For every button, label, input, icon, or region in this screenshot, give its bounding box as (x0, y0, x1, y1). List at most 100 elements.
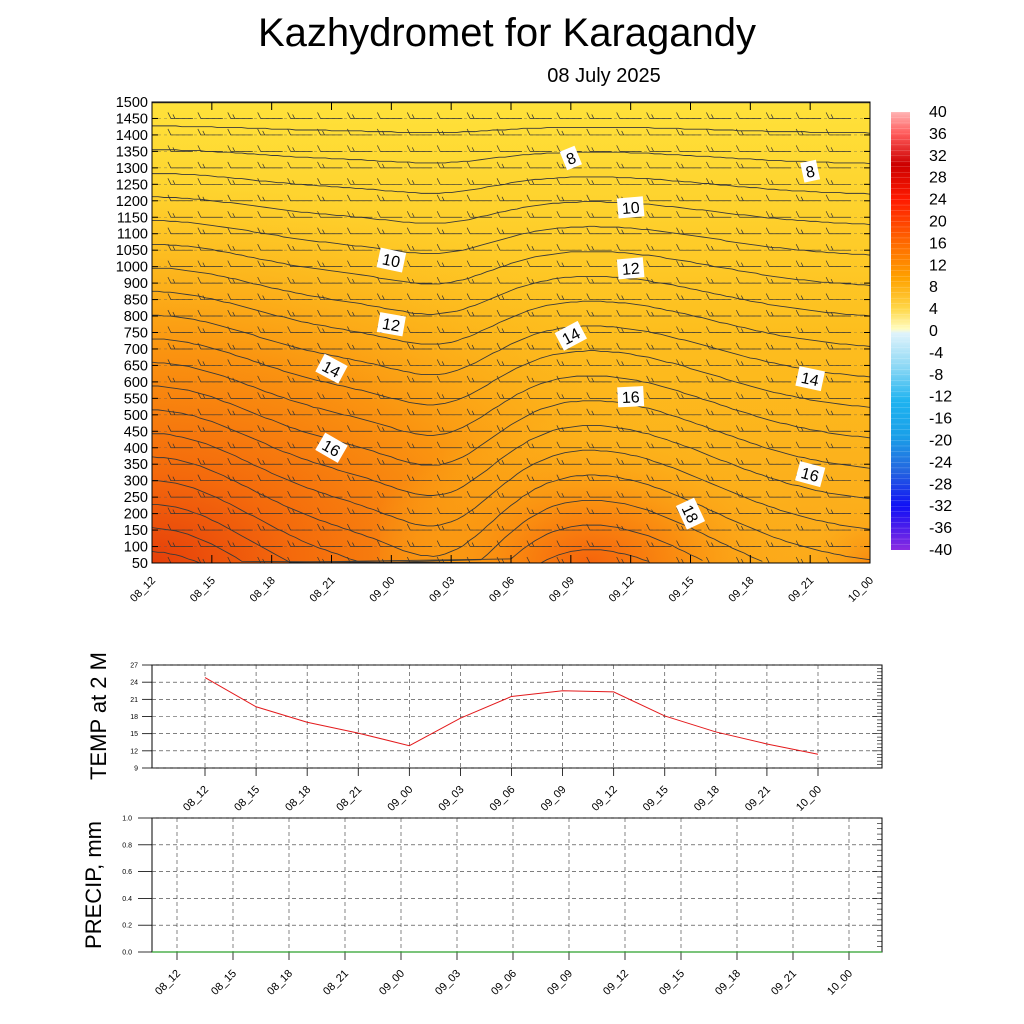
wind-barb (436, 211, 463, 218)
wind-barb (765, 211, 792, 218)
wind-barb (257, 276, 283, 284)
wind-barb (406, 556, 433, 563)
isotherm-line (152, 314, 870, 378)
wind-barb (406, 260, 433, 267)
wind-barb (170, 102, 193, 103)
wind-barb (227, 342, 253, 350)
wind-barb (616, 490, 642, 498)
wind-barb (377, 178, 403, 185)
heatmap-y-tick-label: 750 (124, 326, 148, 342)
colorbar-tick-label: 32 (929, 148, 947, 165)
wind-barb (676, 474, 702, 482)
wind-barb (586, 128, 612, 136)
wind-barb (227, 276, 253, 284)
wind-barb (317, 342, 343, 350)
wind-barb (347, 490, 373, 498)
wind-barb (436, 425, 463, 432)
wind-barb (347, 161, 373, 169)
contour-label: 14 (795, 366, 825, 392)
colorbar-tick-label: -40 (929, 542, 952, 559)
heatmap-warm-right (690, 400, 870, 563)
wind-barb (167, 260, 193, 267)
precip-panel: 0.00.20.40.60.81.0 08_12 08_15 08_18 08_21 0… (81, 816, 883, 998)
wind-barb (825, 441, 852, 449)
wind-barb (436, 490, 463, 498)
wind-barb (646, 145, 672, 152)
wind-barb (825, 425, 852, 432)
isotherm-contours (152, 102, 870, 563)
wind-barb (377, 490, 403, 498)
wind-barb (556, 425, 582, 432)
wind-barb (526, 540, 552, 547)
wind-barb (526, 326, 552, 333)
wind-barb (616, 244, 642, 251)
wind-barb (347, 326, 373, 333)
heatmap-x-tick-label: 10_00 (846, 575, 876, 605)
wind-barb (676, 425, 702, 432)
wind-barb (197, 128, 223, 136)
wind-barb (436, 260, 463, 267)
wind-barb (706, 145, 732, 152)
wind-barb (377, 293, 403, 300)
wind-barb (496, 458, 522, 465)
wind-barb (436, 227, 463, 235)
wind-barb (706, 523, 732, 531)
temperature-section-panel: 5010015020025030035040045050055060065070… (116, 95, 876, 605)
wind-barb (317, 540, 343, 547)
wind-barb (556, 194, 582, 202)
wind-barb (347, 309, 373, 317)
wind-barb (317, 392, 343, 399)
wind-barb (676, 342, 702, 350)
wind-barb (257, 507, 283, 514)
wind-barb (736, 392, 762, 399)
wind-barb (825, 227, 852, 235)
wind-barb (676, 194, 702, 202)
wind-barb (496, 309, 522, 317)
wind-barb (466, 227, 493, 235)
wind-barb (167, 227, 193, 235)
wind-barb (287, 342, 313, 350)
wind-barb (825, 474, 852, 482)
wind-barb (260, 102, 283, 103)
colorbar: 4036322824201612840-4-8-12-16-20-24-28-3… (891, 104, 952, 559)
wind-barb (227, 211, 253, 218)
precip-x-tick-label: 08_15 (209, 968, 239, 998)
wind-barb (676, 211, 702, 218)
colorbar-tick-label: -32 (929, 498, 952, 515)
precip-x-tick-label: 09_18 (713, 968, 743, 998)
contour-label: 10 (376, 247, 407, 273)
wind-barb (586, 359, 612, 366)
wind-barb (227, 326, 253, 333)
temp-y-tick-label: 12 (130, 748, 138, 755)
wind-barb (287, 441, 313, 449)
wind-barb (825, 128, 852, 136)
wind-barb (795, 408, 822, 416)
wind-barb (706, 359, 732, 366)
wind-barb (406, 474, 433, 482)
wind-barb (646, 408, 672, 416)
wind-barb (676, 161, 702, 169)
precip-frame (151, 817, 883, 953)
wind-barb (167, 309, 193, 317)
heatmap-y-tick-label: 550 (124, 391, 148, 407)
wind-barb (466, 474, 493, 482)
wind-barb (227, 425, 253, 432)
isotherm-line (152, 149, 870, 165)
heatmap-y-axis: 5010015020025030035040045050055060065070… (116, 95, 870, 572)
colorbar-tick-label: 36 (929, 126, 947, 143)
precip-y-tick-label: 0.0 (122, 950, 132, 957)
wind-barb (765, 161, 792, 169)
wind-barb (466, 145, 493, 152)
wind-barb (765, 145, 792, 152)
wind-barb (466, 276, 493, 284)
wind-barb (556, 540, 582, 547)
wind-barb (406, 293, 433, 300)
wind-barb (257, 408, 283, 416)
wind-barb (616, 128, 642, 136)
wind-barb (377, 523, 403, 531)
wind-barb (257, 326, 283, 333)
wind-barb (167, 425, 193, 432)
heatmap-x-tick-label: 08_15 (188, 575, 218, 605)
precip-x-tick-label: 09_21 (769, 968, 799, 998)
wind-barb (556, 441, 582, 449)
